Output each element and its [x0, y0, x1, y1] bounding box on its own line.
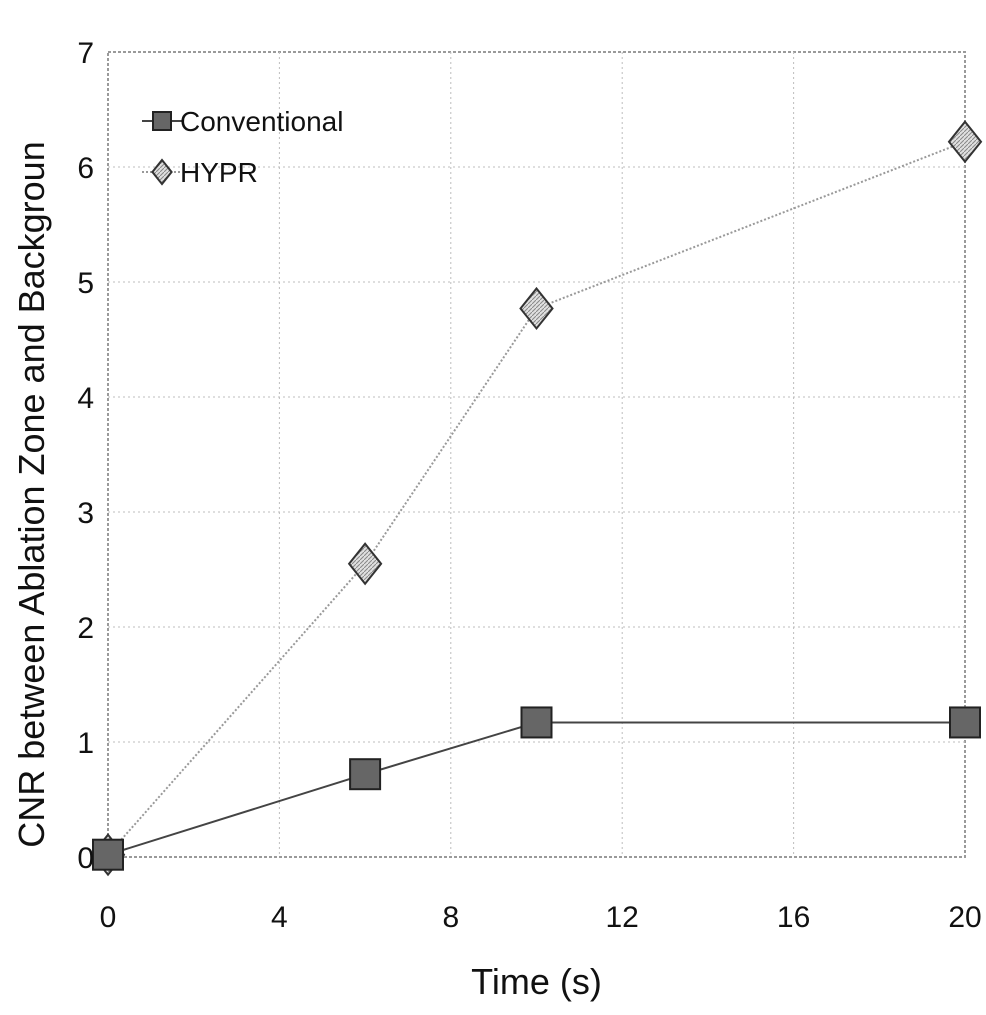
y-tick-label: 4	[77, 382, 94, 415]
data-point	[350, 759, 380, 789]
x-tick-label: 4	[271, 901, 288, 934]
x-tick-label: 12	[606, 901, 639, 934]
legend-marker	[153, 112, 171, 130]
x-tick-label: 8	[442, 901, 459, 934]
y-tick-label: 0	[77, 842, 94, 875]
x-tick-label: 20	[948, 901, 981, 934]
x-tick-label: 16	[777, 901, 810, 934]
x-axis-label: Time (s)	[471, 961, 602, 1002]
y-tick-label: 3	[77, 497, 94, 530]
data-point	[950, 707, 980, 737]
legend-label: HYPR	[180, 157, 258, 188]
y-tick-label: 5	[77, 267, 94, 300]
data-point	[522, 707, 552, 737]
y-tick-label: 2	[77, 612, 94, 645]
y-axis-label: CNR between Ablation Zone and Backgroun	[11, 141, 52, 847]
y-tick-label: 1	[77, 727, 94, 760]
data-point	[93, 840, 123, 870]
x-tick-label: 0	[100, 901, 117, 934]
y-tick-label: 7	[77, 37, 94, 70]
y-tick-label: 6	[77, 152, 94, 185]
legend-label: Conventional	[180, 106, 343, 137]
